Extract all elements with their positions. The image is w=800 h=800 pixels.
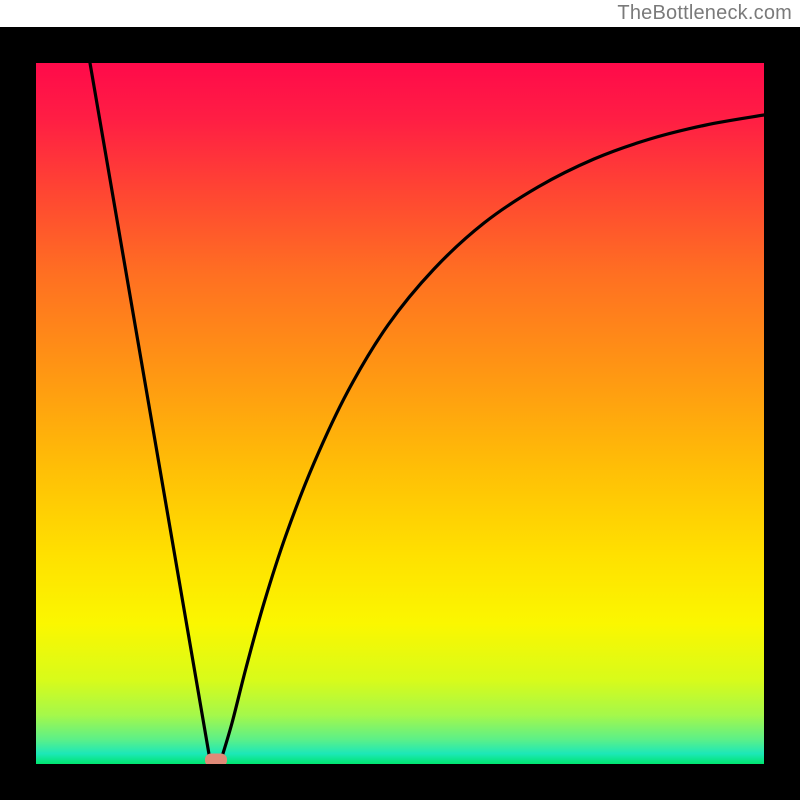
- plot-area: [36, 63, 764, 764]
- gradient-background: [36, 63, 764, 764]
- chart-canvas: TheBottleneck.com: [0, 0, 800, 800]
- watermark-text: TheBottleneck.com: [617, 2, 792, 25]
